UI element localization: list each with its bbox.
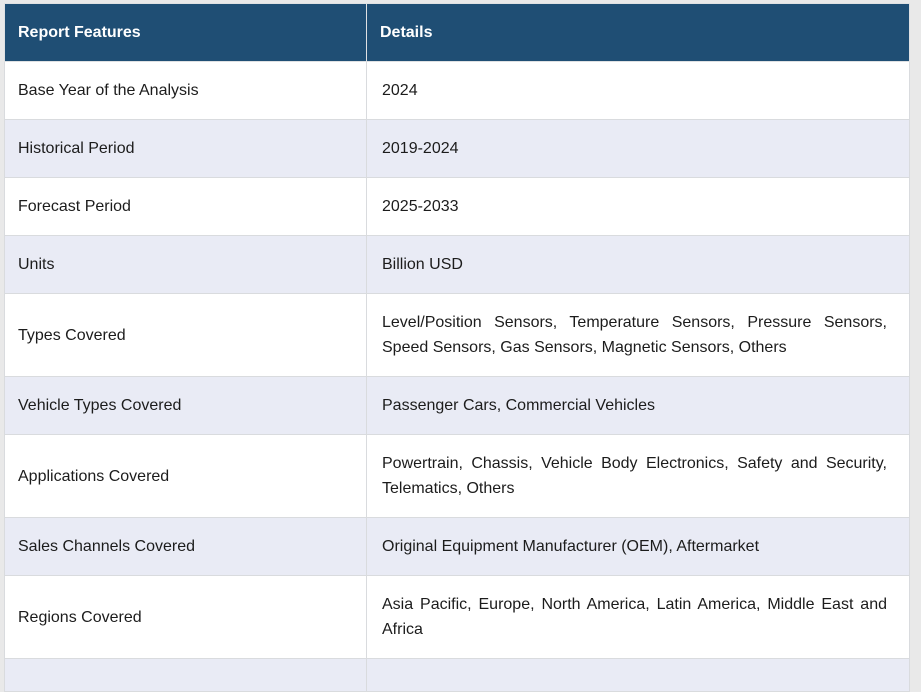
table-row: Sales Channels Covered Original Equipmen… (4, 517, 910, 576)
table-row-clipped (4, 658, 910, 692)
table-row: Vehicle Types Covered Passenger Cars, Co… (4, 376, 910, 435)
details-cell: 2025-2033 (366, 177, 910, 236)
feature-cell: Types Covered (4, 293, 367, 377)
feature-cell: Sales Channels Covered (4, 517, 367, 576)
table-row: Historical Period 2019-2024 (4, 119, 910, 178)
report-features-table: Report Features Details Base Year of the… (4, 3, 910, 692)
table-row: Types Covered Level/Position Sensors, Te… (4, 293, 910, 377)
feature-cell (4, 658, 367, 692)
column-header-details: Details (366, 3, 910, 62)
feature-cell: Vehicle Types Covered (4, 376, 367, 435)
feature-cell: Units (4, 235, 367, 294)
feature-cell: Forecast Period (4, 177, 367, 236)
table-row: Regions Covered Asia Pacific, Europe, No… (4, 575, 910, 659)
details-cell: Asia Pacific, Europe, North America, Lat… (366, 575, 910, 659)
details-cell: 2024 (366, 61, 910, 120)
details-cell (366, 658, 910, 692)
feature-cell: Base Year of the Analysis (4, 61, 367, 120)
details-cell: Level/Position Sensors, Temperature Sens… (366, 293, 910, 377)
details-cell: Passenger Cars, Commercial Vehicles (366, 376, 910, 435)
feature-cell: Applications Covered (4, 434, 367, 518)
table-row: Base Year of the Analysis 2024 (4, 61, 910, 120)
details-cell: Billion USD (366, 235, 910, 294)
header-row: Report Features Details (4, 3, 910, 62)
feature-cell: Historical Period (4, 119, 367, 178)
table-row: Units Billion USD (4, 235, 910, 294)
report-features-table-container: Report Features Details Base Year of the… (4, 3, 910, 692)
details-cell: Original Equipment Manufacturer (OEM), A… (366, 517, 910, 576)
table-row: Forecast Period 2025-2033 (4, 177, 910, 236)
feature-cell: Regions Covered (4, 575, 367, 659)
details-cell: 2019-2024 (366, 119, 910, 178)
details-cell: Powertrain, Chassis, Vehicle Body Electr… (366, 434, 910, 518)
column-header-report-features: Report Features (4, 3, 367, 62)
table-row: Applications Covered Powertrain, Chassis… (4, 434, 910, 518)
